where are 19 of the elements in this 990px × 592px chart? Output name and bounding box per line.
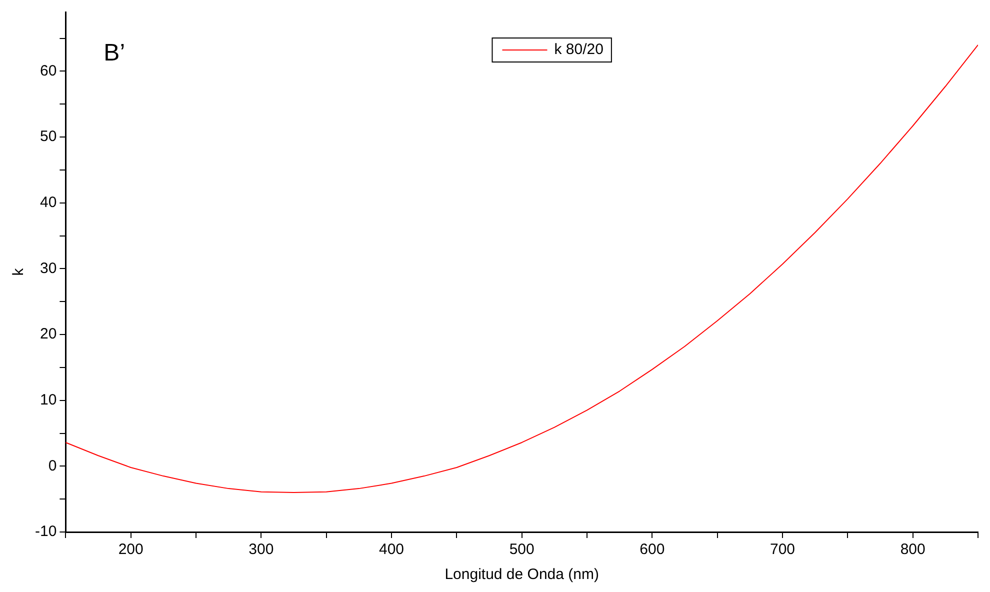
x-tick-label: 400 — [378, 541, 404, 558]
x-tick-label: 300 — [248, 541, 274, 558]
y-tick-label: 20 — [40, 326, 57, 343]
y-tick-label: 50 — [40, 128, 57, 146]
x-tick-label: 500 — [509, 541, 534, 558]
x-tick-label: 200 — [118, 541, 144, 558]
legend-label: k 80/20 — [554, 41, 604, 58]
y-tick-label: -10 — [34, 523, 57, 540]
x-axis-title: Longitud de Onda (nm) — [444, 566, 599, 584]
x-tick-label: 600 — [640, 541, 665, 558]
annotation: B’ — [104, 40, 126, 67]
y-axis-title: k — [10, 268, 28, 276]
y-tick-label: 30 — [40, 260, 57, 277]
x-tick-label: 800 — [900, 541, 926, 558]
y-tick-label: 40 — [40, 194, 57, 212]
y-tick-label: 0 — [48, 457, 57, 474]
x-tick-label: 700 — [770, 541, 796, 558]
y-tick-label: 10 — [40, 391, 57, 408]
y-tick-label: 60 — [40, 62, 57, 80]
